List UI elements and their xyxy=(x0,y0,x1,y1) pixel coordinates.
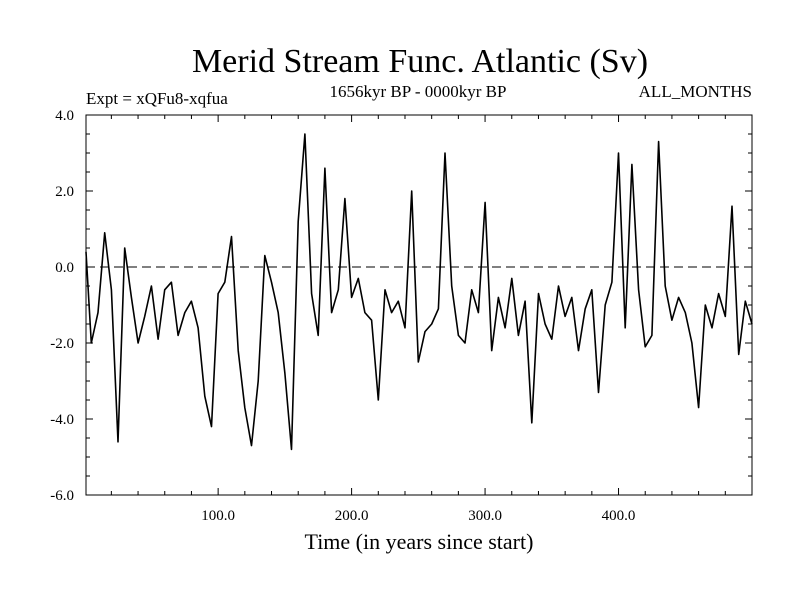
x-tick-label: 300.0 xyxy=(468,508,502,524)
experiment-label: Expt = xQFu8-xqfua xyxy=(86,89,228,108)
y-tick-label: -6.0 xyxy=(50,488,74,504)
y-tick-label: 0.0 xyxy=(55,260,74,276)
x-axis-label: Time (in years since start) xyxy=(305,529,534,554)
y-tick-label: 2.0 xyxy=(55,184,74,200)
y-tick-label: -2.0 xyxy=(50,336,74,352)
x-tick-label: 100.0 xyxy=(201,508,235,524)
y-tick-label: -4.0 xyxy=(50,412,74,428)
months-label: ALL_MONTHS xyxy=(639,82,752,101)
plot-frame xyxy=(85,114,753,496)
period-label: 1656kyr BP - 0000kyr BP xyxy=(330,82,507,101)
x-tick-label: 200.0 xyxy=(335,508,369,524)
chart-title: Merid Stream Func. Atlantic (Sv) xyxy=(192,43,648,80)
series-line xyxy=(85,133,753,451)
x-tick-label: 400.0 xyxy=(602,508,636,524)
y-tick-label: 4.0 xyxy=(55,108,74,124)
